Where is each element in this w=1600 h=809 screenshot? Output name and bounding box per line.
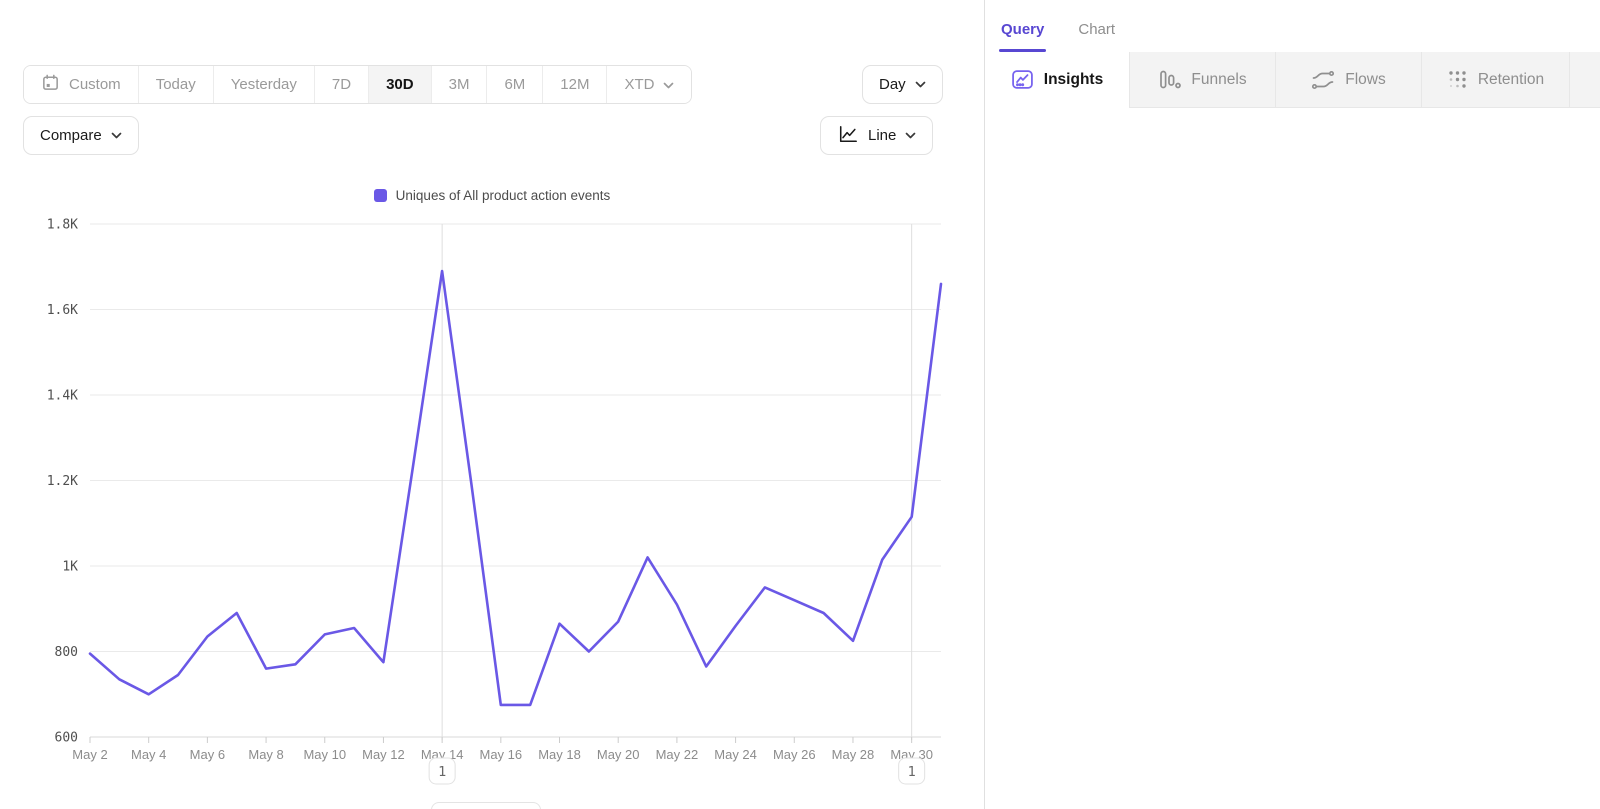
y-tick-label: 1.2K xyxy=(47,474,78,489)
chart-legend: Uniques of All product action events xyxy=(0,188,984,203)
annotation-badge-count: 1 xyxy=(908,764,916,780)
compare-label: Compare xyxy=(40,127,102,144)
range-button-3m[interactable]: 3M xyxy=(431,66,488,103)
chevron-down-icon xyxy=(111,132,122,139)
granularity-label: Day xyxy=(879,76,906,93)
annotation-badge-count: 1 xyxy=(438,764,446,780)
chart-area: Custom Today Yesterday 7D 30D 3M 6M 12M XTD Day … xyxy=(0,65,984,809)
range-button-7d[interactable]: 7D xyxy=(314,66,370,103)
annotation-popup-cutoff xyxy=(431,802,541,809)
report-tab-retention[interactable]: Retention xyxy=(1421,52,1569,108)
range-button-yesterday[interactable]: Yesterday xyxy=(213,66,315,103)
report-tab-insights[interactable]: Insights xyxy=(985,52,1129,108)
annotation-badge[interactable] xyxy=(898,757,926,785)
x-tick-label: May 20 xyxy=(597,747,640,762)
report-tab-flows[interactable]: Flows xyxy=(1275,52,1421,108)
x-tick-label: May 10 xyxy=(303,747,346,762)
funnels-icon xyxy=(1158,69,1182,90)
line-chart-icon xyxy=(837,124,859,148)
range-button-6m[interactable]: 6M xyxy=(487,66,544,103)
x-tick-label: May 12 xyxy=(362,747,405,762)
range-button-30d[interactable]: 30D xyxy=(369,66,432,103)
x-tick-label: May 4 xyxy=(131,747,166,762)
legend-swatch xyxy=(373,189,387,202)
tab-query[interactable]: Query xyxy=(998,21,1047,52)
x-tick-label: May 18 xyxy=(538,747,581,762)
x-tick-label: May 16 xyxy=(480,747,523,762)
query-panel: Query Chart Insights Funnels Flows Retentio… xyxy=(984,0,1600,809)
compare-dropdown[interactable]: Compare xyxy=(23,116,139,155)
retention-icon xyxy=(1447,69,1468,90)
x-tick-label: May 28 xyxy=(832,747,875,762)
legend-label: Uniques of All product action events xyxy=(395,188,611,203)
line-chart[interactable]: 600 800 1K 1.2K 1.4K 1.6K 1.8K May 2 May 4 May 6 M… xyxy=(0,205,984,805)
flows-icon xyxy=(1311,70,1335,90)
chart-type-label: Line xyxy=(868,127,897,144)
chevron-down-icon xyxy=(915,81,926,88)
y-tick-label: 800 xyxy=(55,645,78,660)
x-tick-label: May 26 xyxy=(773,747,816,762)
insights-icon xyxy=(1011,69,1034,90)
range-button-today[interactable]: Today xyxy=(138,66,214,103)
y-tick-label: 600 xyxy=(55,731,78,746)
granularity-dropdown[interactable]: Day xyxy=(862,65,943,104)
x-tick-label: May 6 xyxy=(190,747,225,762)
x-tick-label: May 24 xyxy=(714,747,757,762)
tab-chart[interactable]: Chart xyxy=(1078,21,1116,38)
range-button-xtd[interactable]: XTD xyxy=(607,66,692,103)
calendar-icon xyxy=(41,73,60,96)
report-type-tabs: Insights Funnels Flows Retention xyxy=(985,52,1600,108)
date-range-group: Custom Today Yesterday 7D 30D 3M 6M 12M XTD xyxy=(23,65,693,104)
x-tick-label: May 22 xyxy=(656,747,699,762)
y-tick-label: 1.8K xyxy=(47,218,78,233)
range-button-custom[interactable]: Custom xyxy=(24,66,139,103)
chevron-down-icon xyxy=(663,76,674,93)
x-tick-label: May 30 xyxy=(890,747,933,762)
y-tick-label: 1.4K xyxy=(47,389,78,404)
report-tabs-filler xyxy=(1569,52,1600,108)
chevron-down-icon xyxy=(905,132,916,139)
annotation-badge[interactable] xyxy=(428,757,456,785)
report-tab-funnels[interactable]: Funnels xyxy=(1129,52,1275,108)
range-button-12m[interactable]: 12M xyxy=(543,66,608,103)
x-tick-label: May 2 xyxy=(72,747,107,762)
x-tick-label: May 8 xyxy=(248,747,283,762)
y-tick-label: 1.6K xyxy=(47,303,78,318)
panel-header: Query Chart xyxy=(985,0,1600,52)
series-line[interactable] xyxy=(88,269,943,707)
x-tick-label: May 14 xyxy=(421,747,464,762)
y-tick-label: 1K xyxy=(62,560,78,575)
chart-type-dropdown[interactable]: Line xyxy=(820,116,934,155)
